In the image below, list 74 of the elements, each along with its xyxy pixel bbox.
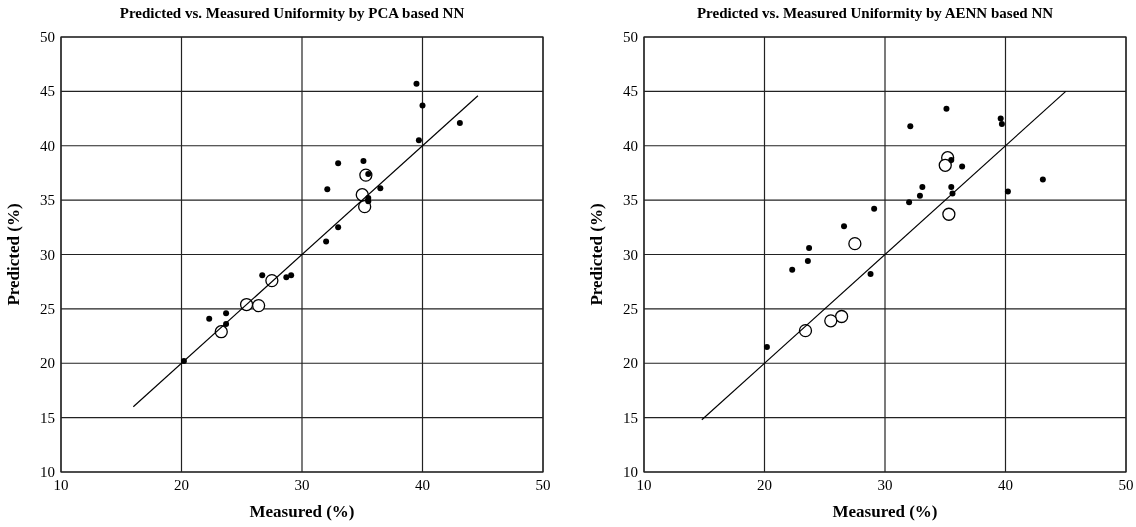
point	[998, 121, 1005, 127]
point	[259, 272, 266, 279]
point	[251, 298, 266, 313]
point	[323, 238, 330, 245]
point	[841, 223, 848, 230]
point	[867, 271, 874, 278]
y-tick-label: 30	[40, 246, 55, 263]
point	[959, 163, 966, 170]
point	[789, 266, 796, 273]
x-tick-label: 20	[757, 477, 772, 493]
y-tick-label: 10	[40, 464, 55, 480]
x-tick-label: 10	[636, 477, 652, 493]
x-tick-label: 20	[174, 477, 189, 493]
x-axis-title: Measured (%)	[249, 502, 355, 521]
chart-title: Predicted vs. Measured Uniformity by AENN based NN	[696, 5, 1054, 21]
y-tick-label: 45	[40, 83, 55, 100]
point	[948, 184, 955, 191]
x-tick-label: 50	[535, 477, 551, 493]
y-tick-label: 25	[40, 300, 55, 317]
point	[419, 102, 426, 109]
point	[288, 272, 295, 279]
point	[907, 123, 914, 130]
point	[806, 244, 813, 251]
y-tick-label: 45	[623, 83, 638, 100]
point	[938, 158, 952, 172]
point	[283, 274, 290, 281]
y-tick-label: 40	[40, 137, 55, 154]
y-axis-title: Predicted (%)	[587, 203, 606, 306]
point	[360, 157, 367, 164]
point	[335, 160, 342, 167]
x-tick-label: 10	[53, 477, 69, 493]
point	[916, 192, 923, 199]
x-tick-label: 30	[877, 477, 893, 493]
point	[415, 137, 422, 144]
point	[223, 310, 230, 317]
point	[834, 309, 849, 324]
chart-title: Predicted vs. Measured Uniformity by PCA based NN	[119, 5, 465, 21]
point	[413, 80, 420, 87]
point	[943, 105, 950, 112]
point	[335, 224, 342, 231]
point	[919, 184, 926, 191]
point	[848, 236, 862, 251]
y-tick-label: 20	[40, 355, 55, 372]
y-tick-label: 30	[623, 246, 638, 263]
x-tick-label: 30	[294, 477, 310, 493]
point	[942, 207, 956, 221]
x-axis-title: Measured (%)	[832, 502, 938, 521]
point	[1039, 176, 1046, 183]
point	[763, 343, 770, 350]
x-tick-label: 40	[998, 477, 1013, 493]
y-tick-label: 50	[40, 29, 55, 45]
point	[871, 205, 878, 212]
y-tick-label: 35	[40, 192, 55, 209]
x-tick-label: 40	[415, 477, 430, 493]
y-tick-label: 15	[40, 409, 55, 426]
y-tick-label: 20	[623, 355, 638, 372]
x-tick-label: 50	[1118, 477, 1134, 493]
point	[365, 198, 372, 205]
y-tick-label: 35	[623, 192, 638, 209]
point	[997, 115, 1004, 122]
point	[456, 119, 463, 126]
point	[324, 186, 331, 193]
y-tick-label: 40	[623, 137, 638, 154]
y-tick-label: 25	[623, 300, 638, 317]
point	[804, 258, 811, 265]
point	[906, 199, 913, 206]
y-tick-label: 15	[623, 409, 638, 426]
y-axis-title: Predicted (%)	[4, 203, 23, 306]
y-tick-label: 10	[623, 464, 638, 480]
point	[824, 314, 838, 328]
point	[206, 315, 213, 322]
y-tick-label: 50	[623, 29, 638, 45]
point	[1004, 188, 1011, 195]
point	[377, 185, 384, 192]
